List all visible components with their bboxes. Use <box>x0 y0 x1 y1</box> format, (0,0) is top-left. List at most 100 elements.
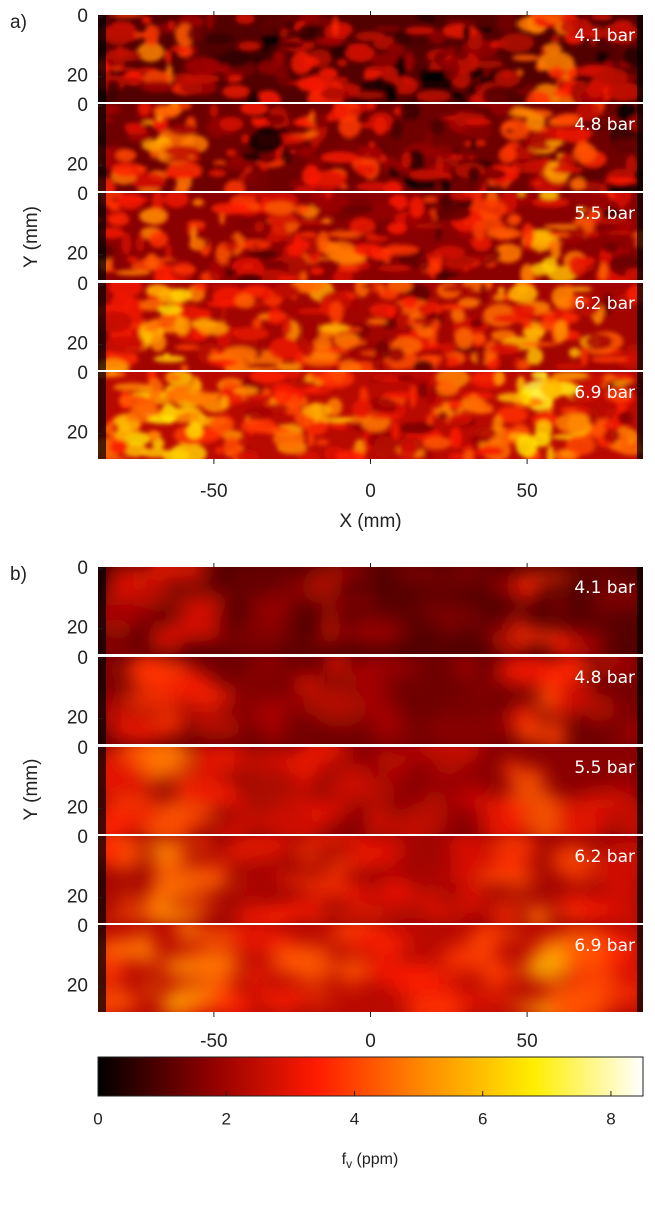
heatmap-blob <box>405 995 465 1012</box>
heatmap-blob <box>186 390 215 406</box>
heatmap-blob <box>429 603 473 636</box>
heatmap-blob <box>354 31 386 42</box>
heatmap-blob <box>297 147 315 157</box>
heatmap-blob <box>340 205 374 214</box>
heatmap-blob <box>194 869 227 874</box>
heatmap-blob <box>498 146 517 164</box>
heatmap-blob <box>401 151 412 168</box>
row-label: 6.2 bar <box>574 847 635 867</box>
heatmap-blob <box>615 876 632 904</box>
heatmap-blob <box>121 887 134 921</box>
heatmap-blob <box>163 903 221 911</box>
heatmap-blob <box>404 26 435 35</box>
heatmap-blob <box>185 423 203 440</box>
heatmap-blob <box>612 595 625 605</box>
heatmap-blob <box>548 737 557 744</box>
heatmap-blob <box>585 610 601 616</box>
row-label: 6.9 bar <box>574 936 635 956</box>
heatmap-blob <box>216 849 251 856</box>
heatmap-blob <box>358 884 376 913</box>
heatmap-blob <box>503 428 517 434</box>
heatmap-blob <box>555 412 592 434</box>
heatmap-blob <box>437 411 449 422</box>
heatmap-blob <box>582 567 622 580</box>
heatmap-blob <box>338 360 362 370</box>
heatmap-blob <box>361 582 419 592</box>
heatmap-blob <box>293 118 310 127</box>
heatmap-blob <box>293 186 317 191</box>
heatmap-blob <box>520 263 534 280</box>
heatmap-blob <box>425 392 437 405</box>
heatmap-blob <box>118 196 150 203</box>
heatmap-blob <box>576 256 596 265</box>
heatmap-blob <box>211 858 243 864</box>
heatmap-blob <box>603 428 621 444</box>
heatmap-blob <box>288 380 317 387</box>
heatmap-blob <box>267 308 284 325</box>
heatmap-blob <box>220 395 229 408</box>
heatmap-blob <box>525 904 552 923</box>
heatmap-blob <box>346 960 353 998</box>
heatmap-blob <box>525 113 546 130</box>
heatmap-blob <box>150 913 206 923</box>
heatmap-blob <box>464 121 492 141</box>
heatmap-blob <box>434 15 448 30</box>
heatmap-blob <box>396 312 412 331</box>
heatmap-blob <box>561 81 572 96</box>
heatmap-blob <box>305 130 318 137</box>
heatmap-blob <box>567 286 593 292</box>
heatmap-blob <box>470 318 484 328</box>
heatmap-blob <box>272 283 300 299</box>
heatmap-blob <box>618 689 643 722</box>
heatmap-blob <box>98 372 127 378</box>
heatmap-blob <box>109 283 143 298</box>
heatmap-blob <box>299 231 317 237</box>
heatmap-blob <box>603 292 613 316</box>
heatmap-image <box>98 104 643 191</box>
heatmap-blob <box>277 275 301 280</box>
edge-shade <box>98 193 106 280</box>
heatmap-blob <box>371 219 397 238</box>
heatmap-blob <box>534 419 553 439</box>
heatmap-blob <box>486 228 522 240</box>
heatmap-blob <box>136 166 148 172</box>
heatmap-blob <box>332 15 339 38</box>
heatmap-blob <box>494 69 521 87</box>
heatmap-blob <box>164 374 182 381</box>
heatmap-blob <box>204 160 215 182</box>
heatmap-blob <box>138 386 154 391</box>
heatmap-blob <box>145 719 173 725</box>
heatmap-blob <box>211 202 250 215</box>
heatmap-blob <box>572 142 597 163</box>
heatmap-blob <box>445 992 508 1007</box>
heatmap-blob <box>247 965 262 989</box>
heatmap-blob <box>109 15 144 18</box>
heatmap-blob <box>157 887 191 900</box>
heatmap-blob <box>449 193 475 201</box>
heatmap-blob <box>357 679 384 706</box>
heatmap-blob <box>507 928 521 940</box>
heatmap-blob <box>604 419 621 433</box>
heatmap-blob <box>135 236 142 251</box>
heatmap-blob <box>115 269 151 276</box>
edge-shade <box>637 836 643 923</box>
heatmap-blob <box>222 380 236 389</box>
heatmap-blob <box>242 836 294 852</box>
heatmap-blob <box>553 114 583 126</box>
heatmap-blob <box>193 747 216 781</box>
heatmap-blob <box>417 74 453 82</box>
heatmap-blob <box>151 193 164 212</box>
heatmap-blob <box>611 136 643 152</box>
heatmap-blob <box>177 786 240 807</box>
heatmap-blob <box>440 353 448 370</box>
heatmap-blob <box>417 256 430 273</box>
heatmap-blob <box>140 890 164 923</box>
heatmap-blob <box>374 882 419 903</box>
heatmap-blob <box>427 588 487 608</box>
heatmap-blob <box>167 686 233 705</box>
heatmap-blob <box>153 355 186 363</box>
heatmap-blob <box>442 177 450 191</box>
heatmap-blob <box>187 25 205 43</box>
heatmap-blob <box>587 689 603 726</box>
